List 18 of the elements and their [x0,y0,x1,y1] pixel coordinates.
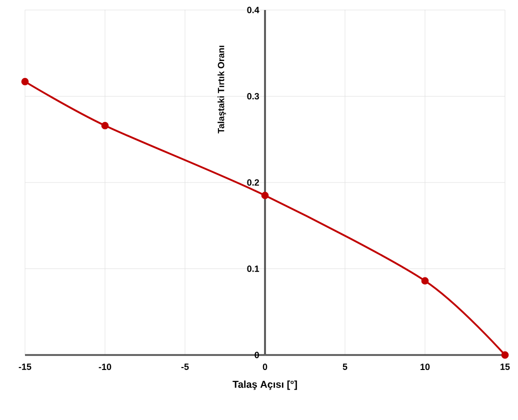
y-tick-label: 0.3 [247,93,260,100]
x-tick-label: 5 [342,364,348,370]
x-tick-label: -5 [181,364,189,370]
x-tick-label: 10 [420,364,430,370]
point [21,78,29,86]
y-tick-label: 0.4 [247,6,260,14]
x-axis-title: Talaş Açısı [°] [232,380,297,390]
x-tick-label: 15 [500,364,510,370]
point [501,351,509,359]
y-tick-label: 0.2 [247,179,259,186]
x-tick-label: 0 [262,364,268,370]
point [421,277,429,285]
x-tick-label: -15 [18,364,32,370]
point [261,192,269,200]
y-tick-label: 0.1 [247,266,260,272]
x-tick-label: -10 [98,364,112,370]
y-axis-title: Talaştaki Tırtık Oranı [218,46,226,134]
point [101,122,109,130]
